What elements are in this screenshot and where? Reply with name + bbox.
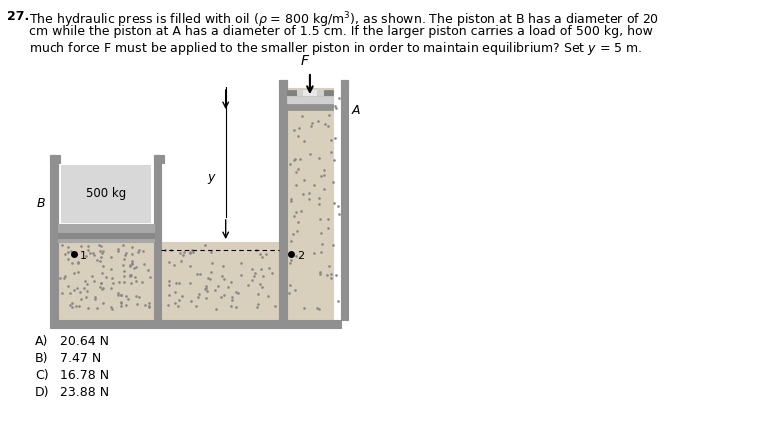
Bar <box>161 242 279 320</box>
Bar <box>297 90 323 95</box>
Text: B: B <box>37 197 46 210</box>
Text: 20.64 N: 20.64 N <box>59 335 108 348</box>
Bar <box>287 96 333 104</box>
Bar <box>279 80 287 88</box>
Bar <box>287 90 333 96</box>
Text: C): C) <box>35 369 49 382</box>
Text: 1: 1 <box>80 251 87 261</box>
Bar <box>303 90 316 95</box>
Text: D): D) <box>35 386 50 399</box>
Text: The hydraulic press is filled with oil ($\rho$ = 800 kg/m$^3$), as shown. The pi: The hydraulic press is filled with oil (… <box>29 10 659 30</box>
Bar <box>287 104 333 110</box>
Bar <box>50 320 341 328</box>
Bar <box>58 233 154 238</box>
Text: y: y <box>207 170 215 184</box>
Bar <box>287 88 333 320</box>
Text: A): A) <box>35 335 48 348</box>
Bar <box>341 80 348 320</box>
Text: much force F must be applied to the smaller piston in order to maintain equilibr: much force F must be applied to the smal… <box>29 40 642 57</box>
Bar <box>58 242 154 320</box>
Text: 16.78 N: 16.78 N <box>59 369 109 382</box>
Text: cm while the piston at A has a diameter of 1.5 cm. If the larger piston carries : cm while the piston at A has a diameter … <box>29 25 653 38</box>
Bar <box>58 224 154 242</box>
Text: 27.: 27. <box>8 10 30 23</box>
Bar <box>154 155 161 320</box>
Bar <box>341 80 348 88</box>
Bar <box>154 155 164 163</box>
Text: 23.88 N: 23.88 N <box>59 386 109 399</box>
Text: F: F <box>300 54 309 68</box>
Text: 500 kg: 500 kg <box>85 187 126 200</box>
Text: 2: 2 <box>296 251 304 261</box>
Bar <box>50 155 60 163</box>
Text: 7.47 N: 7.47 N <box>59 352 101 365</box>
Bar <box>279 80 287 320</box>
Bar <box>50 155 58 320</box>
Text: B): B) <box>35 352 48 365</box>
Bar <box>62 165 150 222</box>
Text: A: A <box>351 103 360 117</box>
